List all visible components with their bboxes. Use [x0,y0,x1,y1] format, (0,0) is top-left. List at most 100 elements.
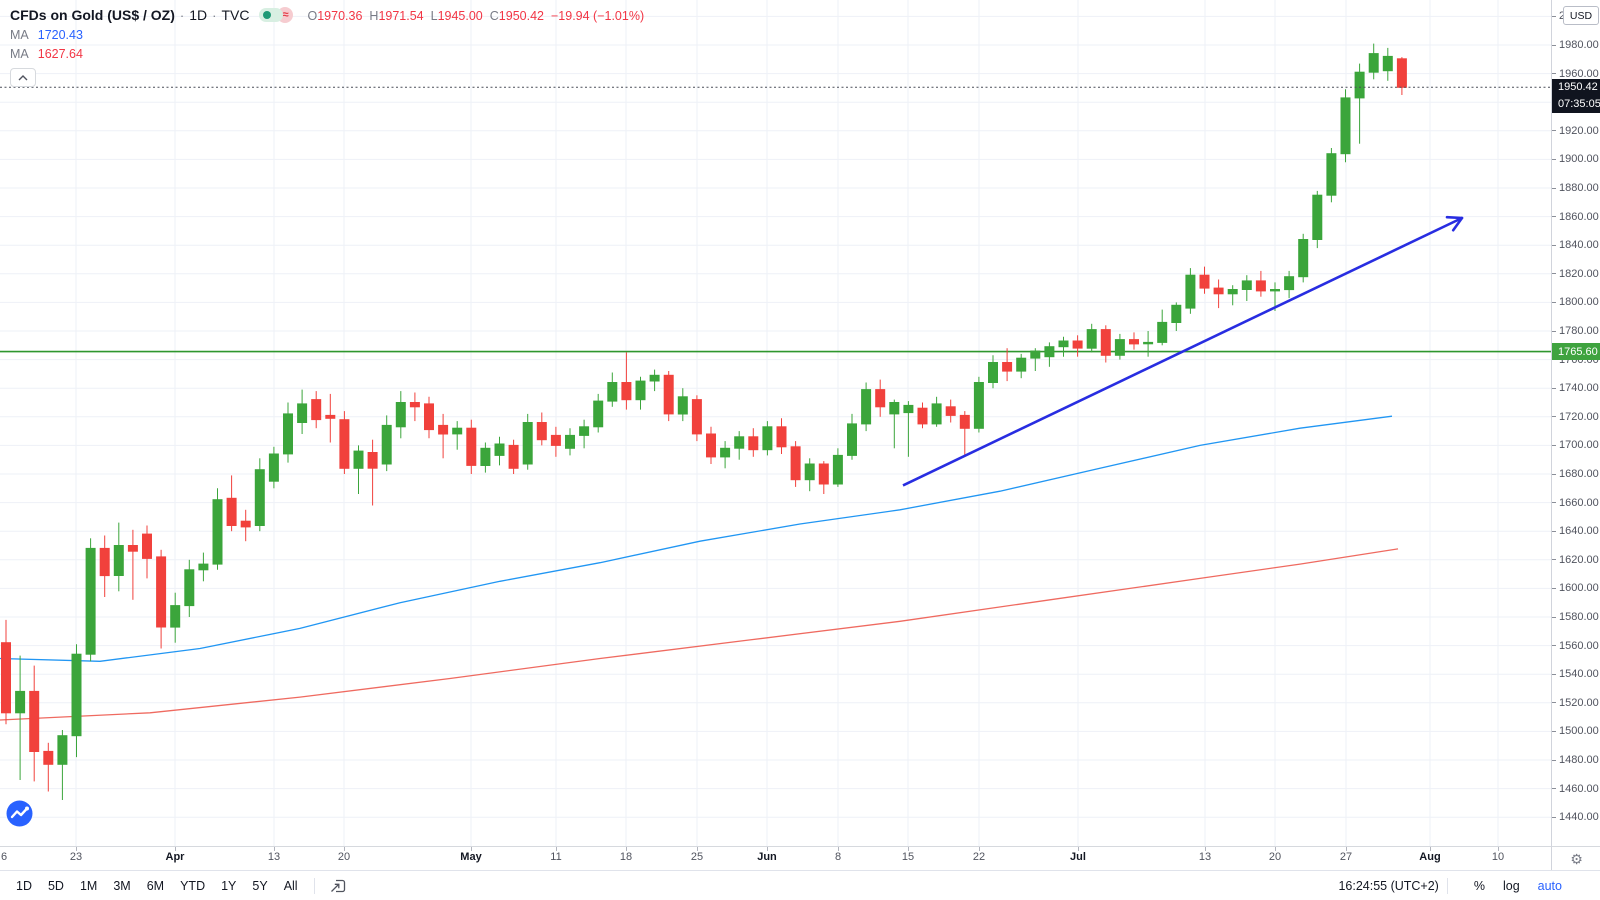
candle-body [748,436,759,451]
range-button-6M[interactable]: 6M [139,876,172,896]
candle-body [127,545,138,552]
candle-body [1312,194,1323,240]
time-tick-label: 8 [834,851,842,863]
time-tick [908,847,909,851]
legend-collapse-button[interactable] [10,68,36,87]
percent-scale-button[interactable]: % [1473,879,1485,893]
candle-body [353,450,364,469]
ma-red-line [0,548,1399,721]
ma-blue-line [0,415,1393,662]
separator-dot: · [212,8,217,23]
auto-scale-button[interactable]: auto [1537,879,1562,893]
candle-body [409,402,420,408]
price-tick-label: 1540.00 [1552,668,1599,680]
ohlc-readout: O1970.36 H1971.54 L1945.00 C1950.42 −19.94 (… [307,9,644,23]
candle-body [29,690,40,753]
range-button-1D[interactable]: 1D [8,876,40,896]
candle-body [1298,239,1309,278]
time-axis[interactable]: 6 23 Apr 13 20 May 11 18 25 Jun 8 15 22 Jul 13 20 27 Aug 1… [0,846,1551,871]
range-button-All[interactable]: All [276,876,306,896]
trend-arrow-line[interactable] [902,216,1463,487]
candle-body [536,422,547,441]
price-tick-label: 1860.00 [1552,211,1599,223]
price-chart[interactable] [0,0,1551,846]
candle-body [466,427,477,466]
price-tick-label: 1660.00 [1552,497,1599,509]
price-axis[interactable]: 1440.00 1460.00 1480.00 1500.00 1520.00 1540.… [1551,0,1600,846]
time-tick-label: 18 [619,851,633,863]
time-tick [979,847,980,851]
range-button-5D[interactable]: 5D [40,876,72,896]
price-tick-label: 1780.00 [1552,325,1599,337]
time-tick-label: 10 [1491,851,1505,863]
go-to-date-icon[interactable] [329,877,347,895]
candle-body [452,427,463,435]
candle-body [593,400,604,428]
time-tick-label: 25 [690,851,704,863]
candle-body [790,446,801,481]
close-label: C [489,9,499,23]
time-tick-label: 23 [69,851,83,863]
time-tick [697,847,698,851]
time-tick-label: 27 [1339,851,1353,863]
range-button-1Y[interactable]: 1Y [213,876,244,896]
candle-body [1100,329,1111,356]
candle-body [734,436,745,449]
price-tick-label: 1620.00 [1552,554,1599,566]
price-tick-label: 1500.00 [1552,725,1599,737]
candle-body [325,414,336,419]
candle-body [959,414,970,429]
time-tick-label: 6 [0,851,8,863]
range-button-1M[interactable]: 1M [72,876,105,896]
level-price-label: 1765.60 [1552,343,1600,361]
chevron-up-icon [18,74,28,80]
candle-body [1058,340,1069,348]
candle-body [424,403,434,431]
low-label: L [430,9,438,23]
candle-body [268,453,279,482]
range-button-YTD[interactable]: YTD [172,876,213,896]
candle-body [508,444,519,469]
clock[interactable]: 16:24:55 (UTC+2) [1338,879,1439,893]
range-button-3M[interactable]: 3M [105,876,138,896]
time-tick [838,847,839,851]
candle-body [156,556,167,628]
candle-body [99,547,110,577]
time-tick [471,847,472,851]
price-tick-label: 1700.00 [1552,439,1599,451]
time-tick-label: 13 [267,851,281,863]
candle-body [198,563,209,571]
tradingview-logo[interactable] [5,799,34,828]
candle-body [706,433,716,458]
candle-body [297,403,308,423]
ma-legend-row: MA 1720.43 [10,28,644,42]
candle-body [367,452,378,469]
time-tick [1346,847,1347,851]
ma-legend-row: MA 1627.64 [10,47,644,61]
time-tick [626,847,627,851]
interval-label[interactable]: 1D [189,7,208,23]
candle-body [1030,350,1041,359]
axis-settings-gear-icon[interactable]: ⚙ [1570,851,1583,867]
open-label: O [307,9,318,23]
log-scale-button[interactable]: log [1502,879,1520,893]
chart-logo-icon [6,800,33,827]
candle-body [1227,289,1238,295]
time-tick [274,847,275,851]
time-tick [1078,847,1079,851]
time-tick-label: 13 [1198,851,1212,863]
candle-body [1114,339,1125,356]
currency-button[interactable]: USD [1563,6,1599,25]
candle-body [607,382,618,402]
candle-body [691,399,702,435]
range-button-5Y[interactable]: 5Y [244,876,275,896]
candle-body [170,605,181,628]
time-tick [1275,847,1276,851]
low-value: 1945.00 [437,9,483,23]
symbol-title[interactable]: CFDs on Gold (US$ / OZ) [10,7,175,23]
candle-body [381,424,392,465]
candle-body [720,447,731,458]
market-status-icon[interactable] [259,8,284,22]
bottom-toolbar: 1D 5D 1M 3M 6M YTD 1Y 5Y All 16:24:55 (UTC+2) % … [0,870,1600,900]
